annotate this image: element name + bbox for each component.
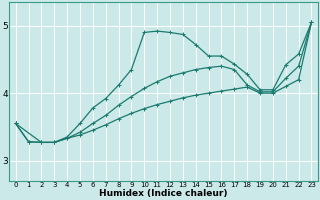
X-axis label: Humidex (Indice chaleur): Humidex (Indice chaleur) xyxy=(99,189,228,198)
